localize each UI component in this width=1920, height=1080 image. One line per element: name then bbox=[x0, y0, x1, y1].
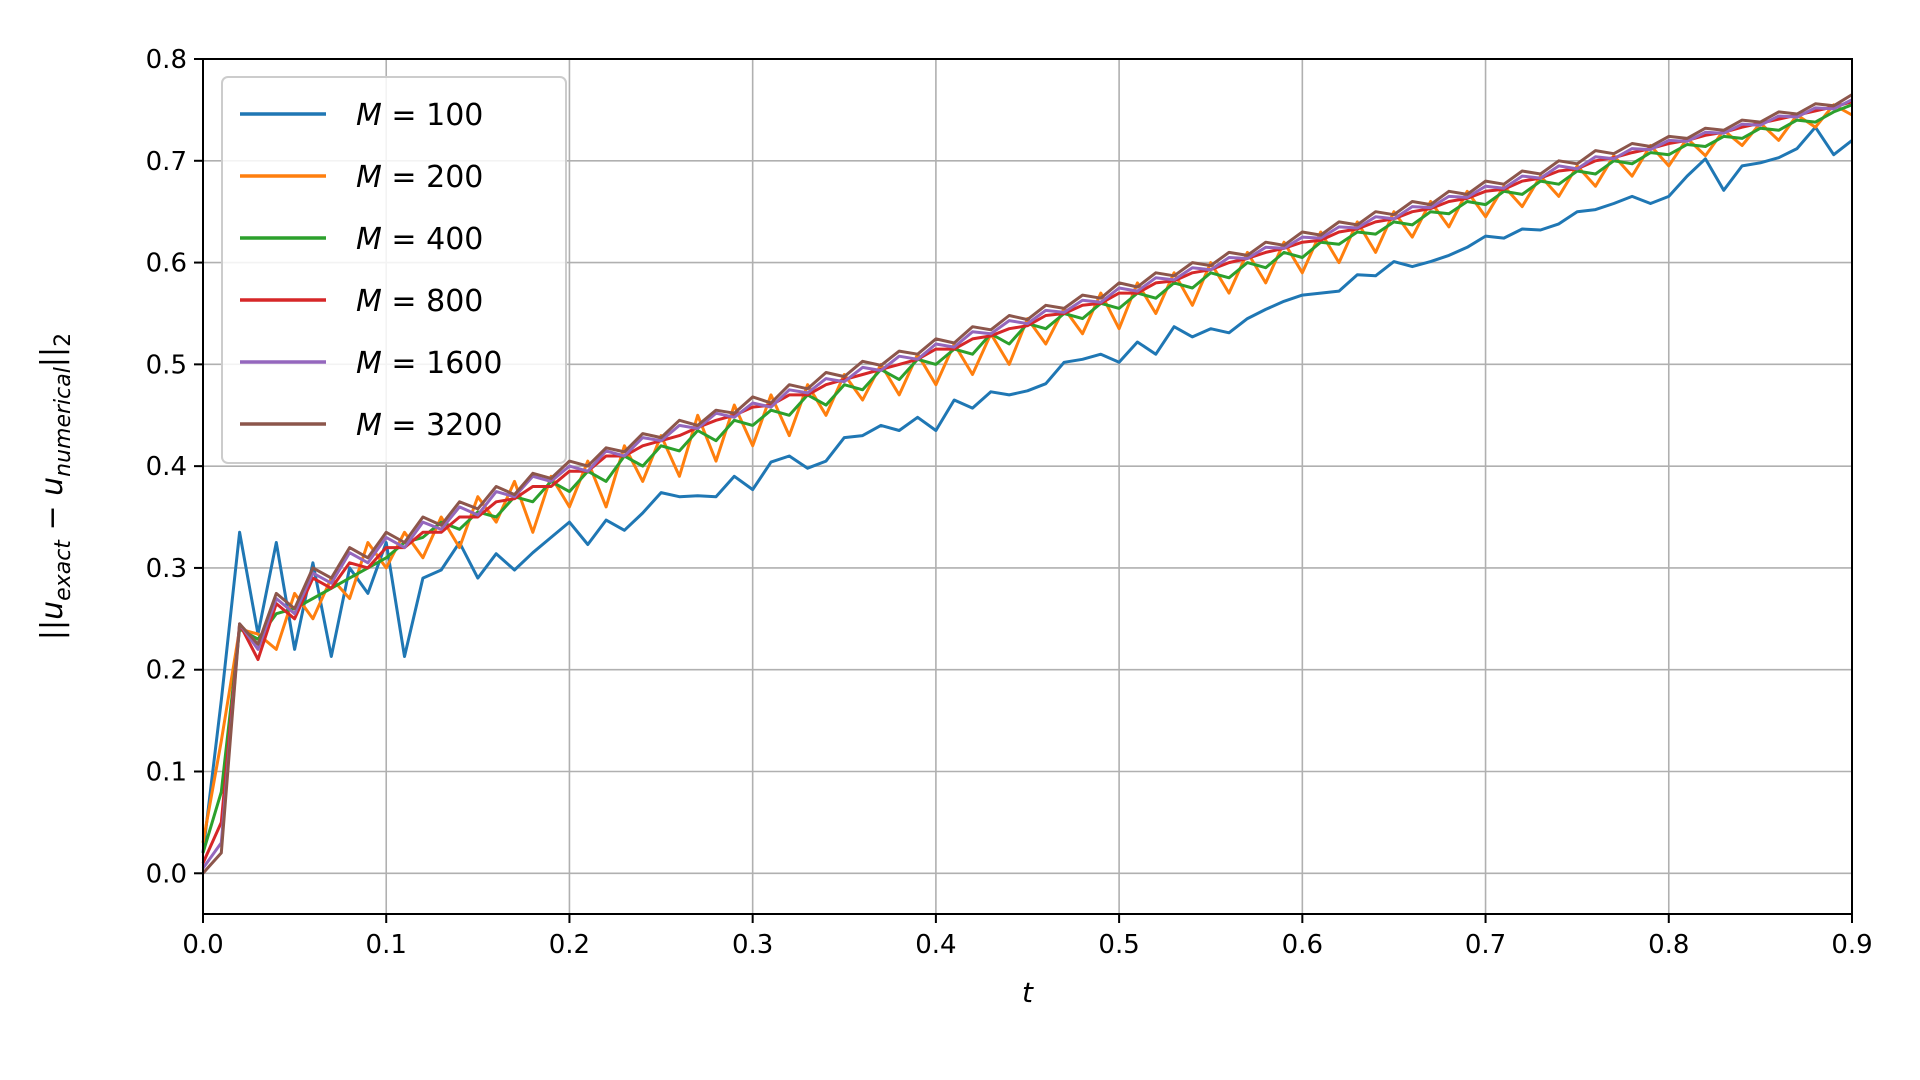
x-tick-label: 0.7 bbox=[1465, 930, 1506, 960]
legend-label-m200: M = 200 bbox=[356, 160, 483, 195]
x-tick-label: 0.6 bbox=[1282, 930, 1323, 960]
x-tick-label: 0.0 bbox=[182, 930, 223, 960]
y-tick-label: 0.7 bbox=[146, 147, 187, 177]
legend-label-m3200: M = 3200 bbox=[356, 408, 502, 443]
x-tick-label: 0.2 bbox=[549, 930, 590, 960]
x-tick-label: 0.1 bbox=[366, 930, 407, 960]
y-tick-label: 0.1 bbox=[146, 758, 187, 788]
legend-label-m400: M = 400 bbox=[356, 222, 483, 257]
y-tick-label: 0.5 bbox=[146, 350, 187, 380]
legend: M = 100 M = 200 M = 400 M = 800 M = 1600 M = … bbox=[221, 76, 567, 464]
series-lines bbox=[201, 93, 1853, 875]
x-axis-label: t bbox=[1022, 976, 1034, 1009]
y-axis: 0.0 0.1 0.2 0.3 0.4 0.5 0.6 0.7 0.8 bbox=[146, 45, 203, 889]
legend-label-m100: M = 100 bbox=[356, 98, 483, 133]
x-tick-label: 0.5 bbox=[1098, 930, 1139, 960]
series-line-m3200 bbox=[201, 93, 1853, 875]
legend-box bbox=[221, 76, 567, 464]
x-tick-label: 0.4 bbox=[915, 930, 956, 960]
x-tick-label: 0.9 bbox=[1831, 930, 1872, 960]
legend-label-m1600: M = 1600 bbox=[356, 346, 502, 381]
y-tick-label: 0.4 bbox=[146, 452, 187, 482]
y-tick-label: 0.6 bbox=[146, 249, 187, 279]
x-tick-label: 0.8 bbox=[1648, 930, 1689, 960]
y-tick-label: 0.2 bbox=[146, 656, 187, 686]
legend-label-m800: M = 800 bbox=[356, 284, 483, 319]
series-line-m1600 bbox=[201, 98, 1853, 870]
y-tick-label: 0.0 bbox=[146, 859, 187, 889]
y-tick-label: 0.3 bbox=[146, 554, 187, 584]
y-axis-label: ||uexact − unumerical||2 bbox=[35, 333, 76, 640]
y-tick-label: 0.8 bbox=[146, 45, 187, 75]
series-line-m100 bbox=[201, 125, 1853, 854]
x-axis: 0.0 0.1 0.2 0.3 0.4 0.5 0.6 0.7 0.8 0.9 bbox=[182, 914, 1873, 960]
x-tick-label: 0.3 bbox=[732, 930, 773, 960]
plot-frame bbox=[202, 58, 1853, 915]
